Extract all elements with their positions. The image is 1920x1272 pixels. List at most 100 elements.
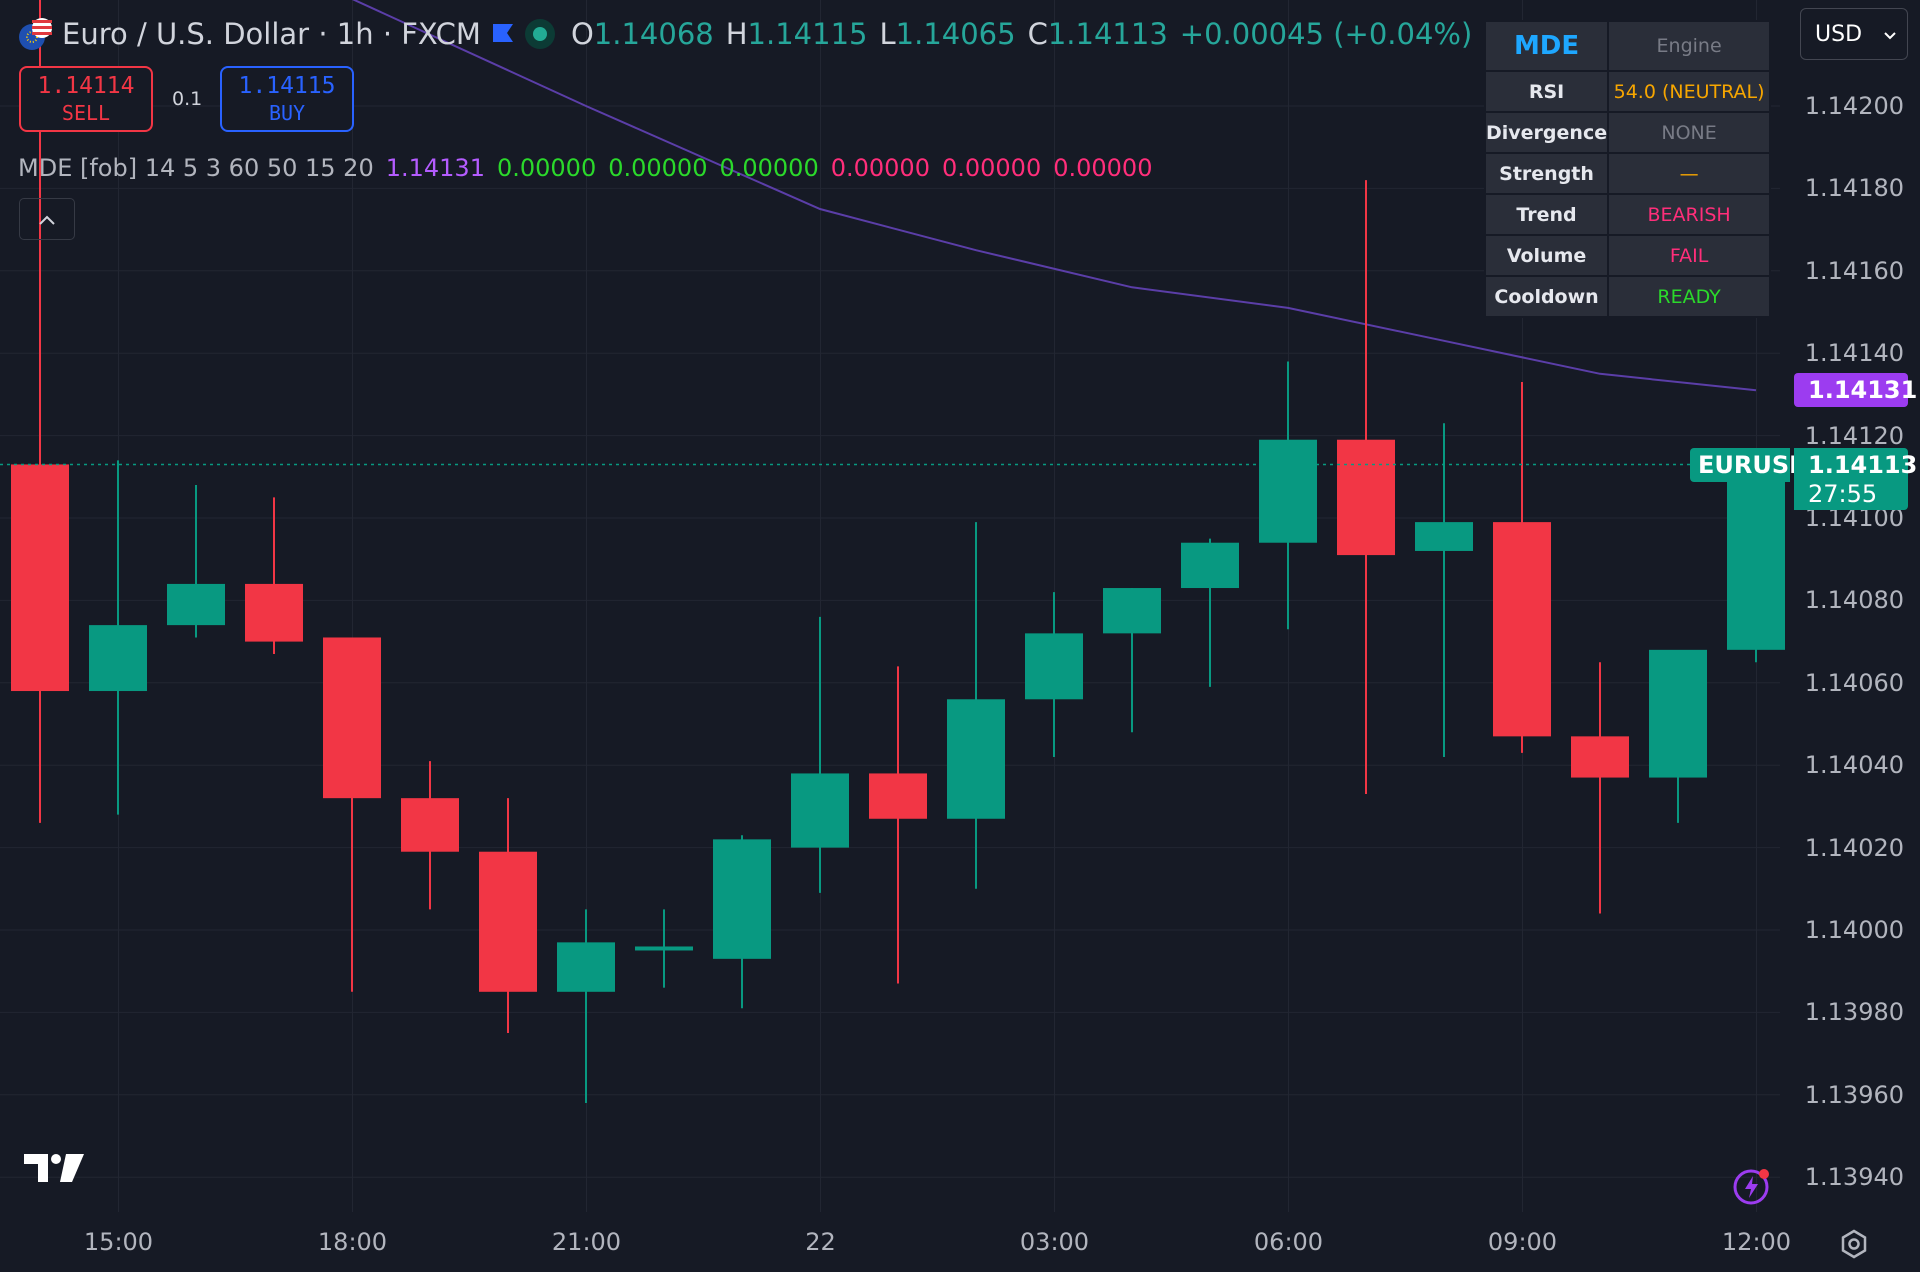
buy-button[interactable]: 1.14115 BUY [220, 66, 354, 132]
candle [1103, 588, 1161, 733]
mde-row-value: — [1607, 152, 1772, 195]
ma-line [352, 0, 1757, 392]
chart-settings-gear-icon[interactable] [1838, 1228, 1870, 1260]
bar-countdown: 27:55 [1808, 480, 1878, 508]
candle [245, 497, 303, 654]
y-tick-label: 1.14200 [1804, 92, 1904, 120]
candle-body [947, 699, 1005, 819]
candle [713, 835, 771, 1009]
moving-average [352, 0, 1757, 392]
mde-row-value: BEARISH [1607, 193, 1772, 236]
candle [89, 460, 147, 815]
indicator-value: 0.00000 [941, 154, 1042, 182]
currency-select[interactable]: USD [1800, 8, 1908, 60]
candle [1025, 592, 1083, 757]
mde-row-key: RSI [1483, 70, 1610, 113]
candle [635, 909, 693, 988]
candle-body [1025, 633, 1083, 700]
chart-grid [0, 0, 1780, 1212]
candle-body [245, 583, 303, 642]
x-tick-label: 03:00 [1019, 1228, 1090, 1256]
mde-engine-table: MDE Engine RSI 54.0 (NEUTRAL) Divergence N… [1483, 20, 1772, 318]
y-tick-label: 1.14060 [1804, 668, 1904, 697]
candle [869, 666, 927, 984]
indicator-legend[interactable]: MDE [fob] 14 5 3 60 50 15 20 1.14131 0.0… [18, 154, 1152, 182]
x-tick-label: 22 [805, 1228, 836, 1256]
candle-body [1103, 588, 1161, 634]
x-tick-label: 18:00 [317, 1228, 388, 1256]
ohlc-key: C [1027, 17, 1048, 51]
sell-label: SELL [61, 101, 111, 125]
candle-body [167, 583, 225, 626]
y-tick-label: 1.14080 [1804, 586, 1904, 615]
order-quantity[interactable]: 0.1 [172, 88, 203, 110]
mde-row-key: Strength [1483, 152, 1610, 195]
symbol-title[interactable]: Euro / U.S. Dollar · 1h · FXCM [62, 17, 481, 51]
market-open-icon [524, 19, 555, 49]
ohlc-key: L [879, 17, 896, 51]
mde-row-value: 54.0 (NEUTRAL) [1607, 70, 1772, 113]
ohlc-key: O [570, 17, 594, 51]
ma-price-badge: 1.14131 [1794, 373, 1917, 407]
candle [479, 798, 537, 1033]
buy-label: BUY [268, 101, 306, 125]
collapse-legend-button[interactable] [19, 198, 75, 240]
ohlc-value: 1.14113 [1047, 17, 1168, 51]
candle [11, 0, 69, 823]
candle-body [1259, 439, 1317, 543]
candle-body [557, 942, 615, 992]
candle [1727, 456, 1785, 663]
y-tick-label: 1.13940 [1804, 1163, 1904, 1192]
candle [1181, 538, 1239, 687]
bookmark-flag-icon[interactable] [491, 21, 515, 47]
candle-body [1649, 649, 1707, 778]
y-tick-label: 1.14160 [1804, 256, 1904, 285]
x-tick-label: 12:00 [1721, 1228, 1792, 1256]
y-tick-label: 1.14040 [1804, 751, 1904, 780]
symbol-header: Euro / U.S. Dollar · 1h · FXCM O1.14068 … [18, 12, 1472, 56]
eurusd-flag-icon [18, 17, 52, 51]
candle-body [401, 798, 459, 852]
currency-label: USD [1815, 21, 1863, 47]
symbol-badge: EURUSD [1690, 448, 1809, 482]
mde-title: MDE [1483, 20, 1610, 72]
candle-body [323, 637, 381, 799]
sell-price: 1.14114 [37, 73, 135, 99]
candle-body [791, 773, 849, 848]
candle [1571, 662, 1629, 914]
candle-body [1571, 736, 1629, 778]
ohlc-value: 1.14115 [747, 17, 868, 51]
chevron-down-icon [1883, 22, 1897, 47]
y-tick-label: 1.14120 [1804, 421, 1904, 450]
candle [401, 761, 459, 910]
mde-row-value: READY [1607, 275, 1772, 318]
ma-price-value: 1.14131 [1808, 376, 1918, 404]
y-tick-label: 1.14000 [1804, 916, 1904, 944]
candle-body [869, 773, 927, 819]
buy-price: 1.14115 [238, 73, 336, 99]
y-tick-label: 1.13960 [1804, 1080, 1904, 1109]
indicator-value: 0.00000 [496, 154, 597, 182]
ohlc-value: 1.14068 [593, 17, 714, 51]
x-tick-label: 06:00 [1253, 1228, 1324, 1256]
candle-body [89, 625, 147, 692]
candle-body [1337, 439, 1395, 556]
indicator-value: 0.00000 [719, 154, 819, 182]
candle [323, 637, 381, 992]
mde-row-key: Cooldown [1483, 275, 1610, 318]
mde-subtitle: Engine [1607, 20, 1772, 72]
tradingview-logo-icon[interactable] [22, 1150, 88, 1190]
lightning-icon[interactable] [1732, 1166, 1772, 1206]
mde-row-key: Trend [1483, 193, 1610, 236]
candle [791, 616, 849, 893]
mde-row-key: Divergence [1483, 111, 1610, 154]
sell-button[interactable]: 1.14114 SELL [19, 66, 153, 132]
y-tick-label: 1.14020 [1804, 833, 1904, 862]
indicator-value: 0.00000 [830, 154, 930, 182]
indicator-value: 0.00000 [1053, 154, 1153, 182]
candle-body [635, 946, 693, 951]
candle-body [1493, 522, 1551, 737]
candle-body [1181, 542, 1239, 589]
candle [1649, 649, 1707, 823]
